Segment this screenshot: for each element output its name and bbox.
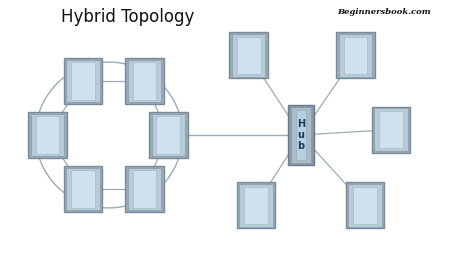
FancyBboxPatch shape xyxy=(353,187,377,224)
FancyBboxPatch shape xyxy=(125,166,164,212)
FancyBboxPatch shape xyxy=(133,170,156,208)
FancyBboxPatch shape xyxy=(64,58,102,104)
FancyBboxPatch shape xyxy=(36,116,59,154)
FancyBboxPatch shape xyxy=(239,184,273,227)
FancyBboxPatch shape xyxy=(125,58,164,104)
FancyBboxPatch shape xyxy=(128,168,161,210)
FancyBboxPatch shape xyxy=(296,110,306,160)
FancyBboxPatch shape xyxy=(348,184,382,227)
FancyBboxPatch shape xyxy=(339,34,372,77)
FancyBboxPatch shape xyxy=(288,105,314,165)
FancyBboxPatch shape xyxy=(379,111,403,148)
FancyBboxPatch shape xyxy=(374,108,408,151)
FancyBboxPatch shape xyxy=(372,107,410,153)
FancyBboxPatch shape xyxy=(346,182,384,228)
Text: Hybrid Topology: Hybrid Topology xyxy=(61,8,195,26)
FancyBboxPatch shape xyxy=(291,107,311,163)
FancyBboxPatch shape xyxy=(28,112,67,158)
FancyBboxPatch shape xyxy=(64,166,102,212)
FancyBboxPatch shape xyxy=(66,60,100,102)
FancyBboxPatch shape xyxy=(71,62,95,100)
FancyBboxPatch shape xyxy=(244,187,268,224)
FancyBboxPatch shape xyxy=(237,182,275,228)
FancyBboxPatch shape xyxy=(66,168,100,210)
FancyBboxPatch shape xyxy=(128,60,161,102)
FancyBboxPatch shape xyxy=(31,114,64,156)
FancyBboxPatch shape xyxy=(344,37,367,74)
Text: H
u
b: H u b xyxy=(297,119,305,151)
FancyBboxPatch shape xyxy=(152,114,185,156)
Text: Beginnersbook.com: Beginnersbook.com xyxy=(337,8,431,16)
FancyBboxPatch shape xyxy=(229,32,268,78)
FancyBboxPatch shape xyxy=(237,37,261,74)
FancyBboxPatch shape xyxy=(232,34,265,77)
FancyBboxPatch shape xyxy=(71,170,95,208)
FancyBboxPatch shape xyxy=(156,116,180,154)
FancyBboxPatch shape xyxy=(149,112,188,158)
FancyBboxPatch shape xyxy=(336,32,375,78)
FancyBboxPatch shape xyxy=(133,62,156,100)
